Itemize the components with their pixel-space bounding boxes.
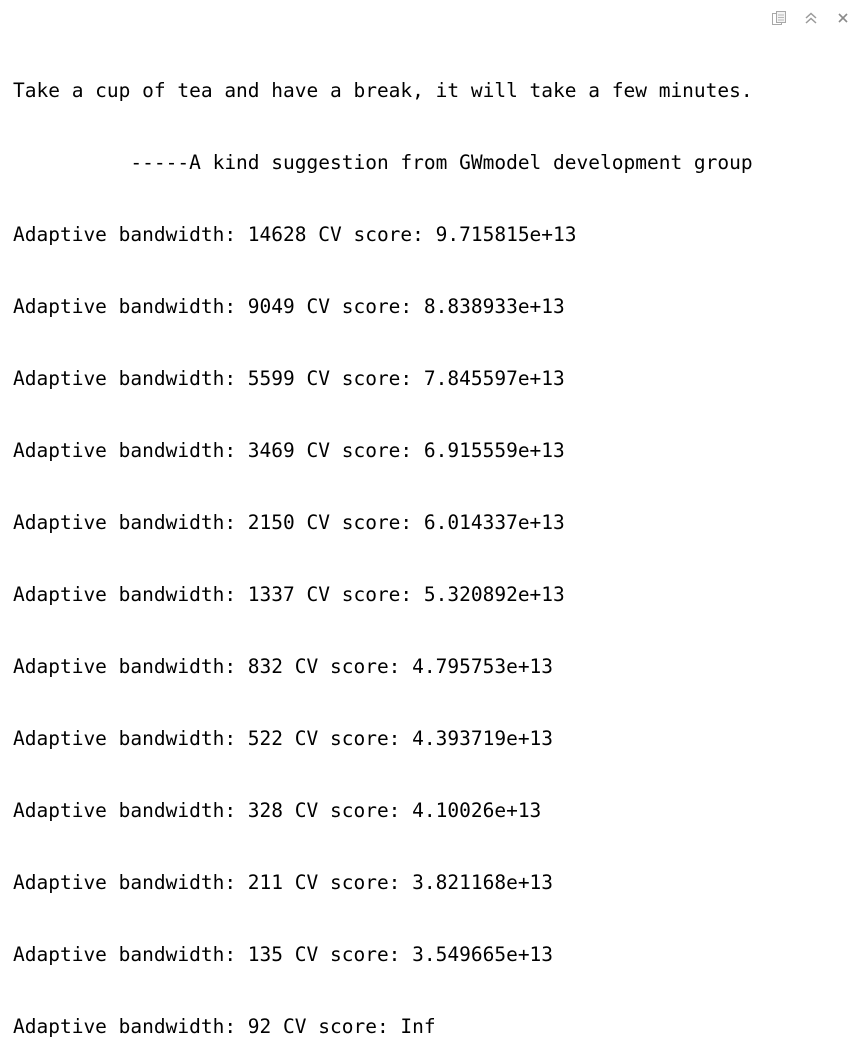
collapse-pane-icon: [804, 11, 818, 25]
console-header-line: -----A kind suggestion from GWmodel deve…: [13, 151, 753, 174]
console-output-line: Adaptive bandwidth: 211 CV score: 3.8211…: [13, 871, 554, 894]
console-output[interactable]: Take a cup of tea and have a break, it w…: [13, 31, 854, 1046]
copy-console-button[interactable]: [770, 9, 788, 27]
close-pane-button[interactable]: [834, 9, 852, 27]
console-output-line: Adaptive bandwidth: 5599 CV score: 7.845…: [13, 367, 565, 390]
console-output-line: Adaptive bandwidth: 832 CV score: 4.7957…: [13, 655, 554, 678]
console-output-line: Adaptive bandwidth: 1337 CV score: 5.320…: [13, 583, 565, 606]
collapse-pane-button[interactable]: [802, 9, 820, 27]
console-output-line: Adaptive bandwidth: 522 CV score: 4.3937…: [13, 727, 554, 750]
console-header-line: Take a cup of tea and have a break, it w…: [13, 79, 753, 102]
console-output-line: Adaptive bandwidth: 2150 CV score: 6.014…: [13, 511, 565, 534]
copy-console-icon: [771, 10, 787, 26]
console-output-line: Adaptive bandwidth: 14628 CV score: 9.71…: [13, 223, 577, 246]
console-output-line: Adaptive bandwidth: 135 CV score: 3.5496…: [13, 943, 554, 966]
console-output-line: Adaptive bandwidth: 3469 CV score: 6.915…: [13, 439, 565, 462]
console-output-line: Adaptive bandwidth: 92 CV score: Inf: [13, 1015, 436, 1038]
console-output-line: Adaptive bandwidth: 9049 CV score: 8.838…: [13, 295, 565, 318]
close-icon: [837, 12, 849, 24]
console-toolbar: [770, 8, 852, 28]
console-output-line: Adaptive bandwidth: 328 CV score: 4.1002…: [13, 799, 542, 822]
